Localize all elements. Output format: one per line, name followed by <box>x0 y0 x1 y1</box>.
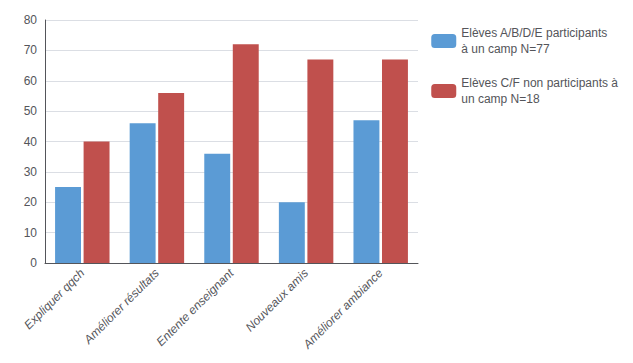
svg-text:Nouveaux amis: Nouveaux amis <box>243 266 311 334</box>
svg-text:un camp N=18: un camp N=18 <box>461 92 540 106</box>
svg-text:0: 0 <box>30 256 37 270</box>
svg-text:20: 20 <box>24 195 38 209</box>
svg-text:à un camp N=77: à un camp N=77 <box>461 42 550 56</box>
svg-text:Améliorer ambiance: Améliorer ambiance <box>300 266 386 352</box>
svg-text:70: 70 <box>24 43 38 57</box>
svg-text:80: 80 <box>24 13 38 27</box>
svg-text:Expliquer qqch: Expliquer qqch <box>21 266 87 332</box>
svg-text:40: 40 <box>24 135 38 149</box>
svg-text:Améliorer résultats: Améliorer résultats <box>81 266 162 347</box>
svg-text:30: 30 <box>24 165 38 179</box>
svg-text:60: 60 <box>24 74 38 88</box>
svg-text:Elèves A/B/D/E participants: Elèves A/B/D/E participants <box>461 26 607 40</box>
svg-text:Elèves C/F non participants à: Elèves C/F non participants à <box>461 76 618 90</box>
svg-text:Entente enseignant: Entente enseignant <box>154 266 237 349</box>
svg-text:10: 10 <box>24 226 38 240</box>
svg-text:50: 50 <box>24 104 38 118</box>
